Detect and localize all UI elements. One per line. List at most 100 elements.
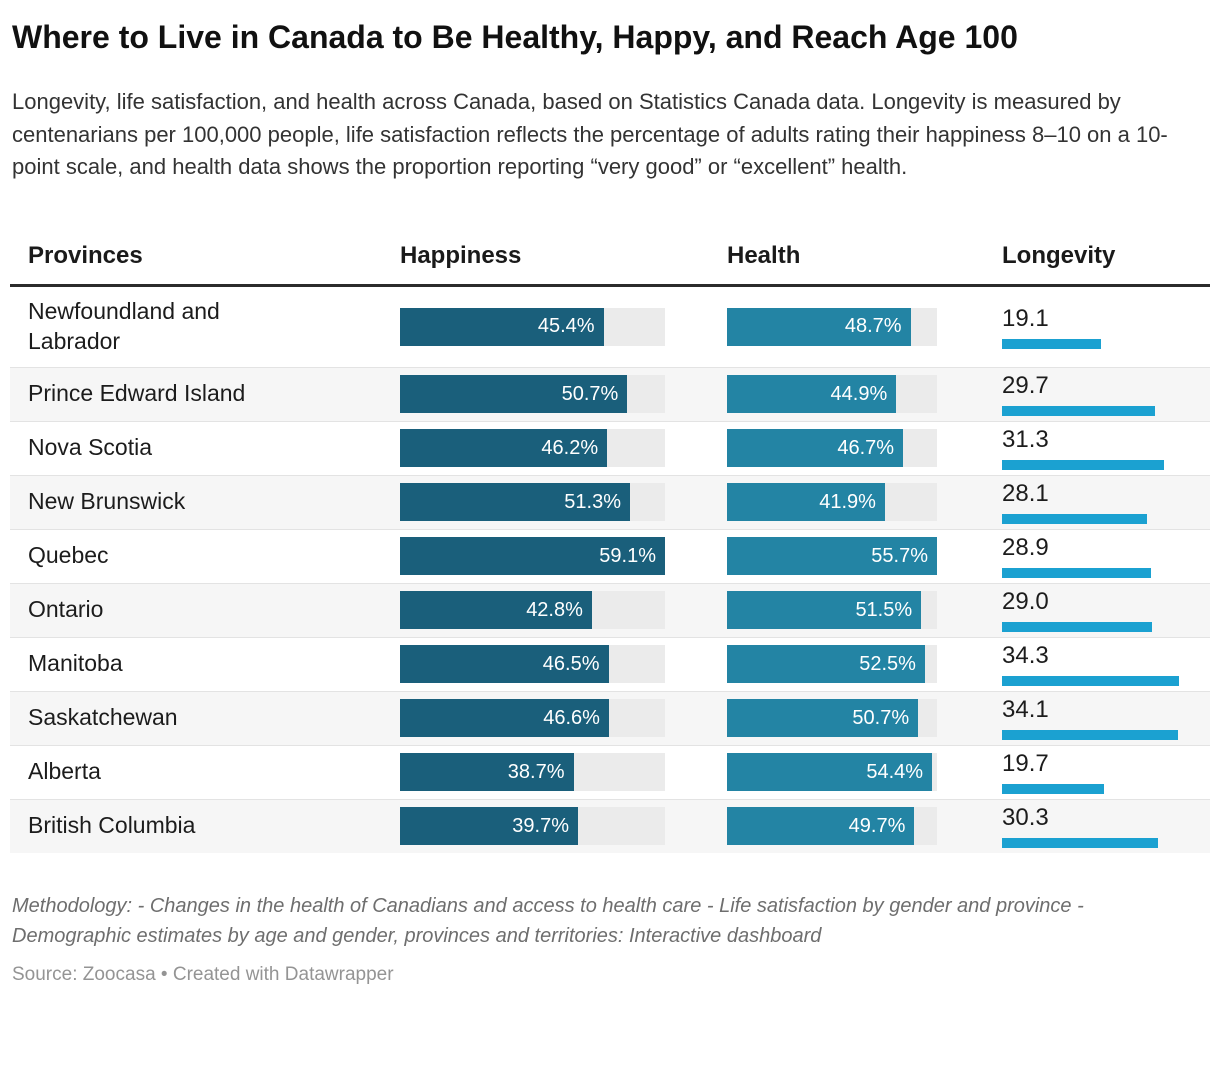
- province-label: Prince Edward Island: [28, 380, 246, 407]
- happiness-bar-track: 46.2%: [400, 429, 665, 468]
- health-cell: 51.5%: [690, 591, 960, 630]
- health-bar-track: 54.4%: [727, 753, 937, 792]
- longevity-bar: [1002, 730, 1178, 741]
- longevity-value-label: 34.1: [1002, 696, 1049, 724]
- health-bar: 51.5%: [727, 591, 922, 630]
- happiness-value-label: 46.6%: [543, 706, 600, 729]
- longevity-value-label: 19.1: [1002, 304, 1049, 332]
- happiness-bar-track: 50.7%: [400, 375, 665, 414]
- health-bar: 41.9%: [727, 483, 885, 522]
- happiness-bar-track: 46.5%: [400, 645, 665, 684]
- longevity-bar: [1002, 338, 1101, 349]
- health-bar: 55.7%: [727, 537, 937, 576]
- health-bar: 54.4%: [727, 753, 933, 792]
- table-row: Nova Scotia 46.2% 46.7% 31.3: [10, 420, 1210, 475]
- happiness-cell: 42.8%: [390, 591, 690, 630]
- happiness-bar-track: 59.1%: [400, 537, 665, 576]
- longevity-bar: [1002, 514, 1147, 525]
- column-header-happiness: Happiness: [400, 242, 522, 270]
- longevity-value-label: 28.9: [1002, 534, 1049, 562]
- happiness-cell: 59.1%: [390, 537, 690, 576]
- happiness-bar: 46.2%: [400, 429, 608, 468]
- province-label: New Brunswick: [28, 488, 186, 515]
- health-value-label: 48.7%: [844, 315, 902, 338]
- longevity-cell: 34.3: [1002, 642, 1210, 687]
- happiness-value-label: 42.8%: [526, 598, 583, 621]
- longevity-value-label: 34.3: [1002, 642, 1049, 670]
- longevity-bar: [1002, 568, 1152, 579]
- longevity-cell: 28.1: [1002, 480, 1210, 525]
- longevity-bar-track: [1002, 514, 1179, 525]
- health-cell: 55.7%: [690, 537, 960, 576]
- happiness-cell: 46.2%: [390, 429, 690, 468]
- longevity-bar-track: [1002, 406, 1179, 417]
- province-cell: Alberta: [10, 747, 390, 797]
- happiness-value-label: 46.5%: [542, 652, 600, 675]
- longevity-value-label: 29.7: [1002, 372, 1049, 400]
- province-cell: Quebec: [10, 531, 390, 581]
- table-row: Saskatchewan 46.6% 50.7% 34.1: [10, 690, 1210, 745]
- health-cell: 50.7%: [690, 699, 960, 738]
- province-label: Alberta: [28, 758, 101, 785]
- table-row: Manitoba 46.5% 52.5% 34.3: [10, 636, 1210, 691]
- health-value-label: 51.5%: [855, 598, 913, 621]
- column-header-provinces: Provinces: [28, 242, 143, 270]
- health-bar-track: 46.7%: [727, 429, 937, 468]
- happiness-value-label: 39.7%: [512, 814, 569, 837]
- health-bar: 49.7%: [727, 807, 915, 846]
- health-cell: 49.7%: [690, 807, 960, 846]
- health-bar-track: 55.7%: [727, 537, 937, 576]
- health-cell: 41.9%: [690, 483, 960, 522]
- health-value-label: 41.9%: [819, 490, 876, 513]
- health-value-label: 55.7%: [871, 544, 928, 567]
- province-cell: Saskatchewan: [10, 693, 390, 743]
- happiness-cell: 46.6%: [390, 699, 690, 738]
- health-bar: 46.7%: [727, 429, 904, 468]
- province-label: Saskatchewan: [28, 704, 178, 731]
- health-cell: 54.4%: [690, 753, 960, 792]
- longevity-bar: [1002, 622, 1152, 633]
- longevity-cell: 19.1: [1002, 305, 1210, 349]
- happiness-value-label: 51.3%: [564, 490, 622, 513]
- longevity-bar-track: [1002, 568, 1179, 579]
- health-value-label: 54.4%: [866, 760, 924, 783]
- longevity-cell: 29.0: [1002, 588, 1210, 633]
- longevity-bar-track: [1002, 676, 1179, 687]
- province-cell: New Brunswick: [10, 477, 390, 527]
- province-cell: Ontario: [10, 585, 390, 635]
- longevity-cell: 34.1: [1002, 696, 1210, 741]
- longevity-cell: 31.3: [1002, 426, 1210, 471]
- province-cell: Prince Edward Island: [10, 369, 390, 419]
- table-row: Ontario 42.8% 51.5% 29.0: [10, 582, 1210, 637]
- happiness-bar: 51.3%: [400, 483, 631, 522]
- health-bar: 48.7%: [727, 307, 911, 346]
- happiness-bar: 38.7%: [400, 753, 574, 792]
- health-value-label: 49.7%: [848, 814, 906, 837]
- health-value-label: 44.9%: [830, 382, 888, 405]
- health-cell: 46.7%: [690, 429, 960, 468]
- table-row: Newfoundland and Labrador 45.4% 48.7% 19…: [10, 287, 1210, 367]
- province-label: Manitoba: [28, 650, 123, 677]
- table-row: Prince Edward Island 50.7% 44.9% 29.7: [10, 366, 1210, 421]
- happiness-bar: 59.1%: [400, 537, 665, 576]
- longevity-value-label: 19.7: [1002, 750, 1049, 778]
- health-cell: 44.9%: [690, 375, 960, 414]
- health-value-label: 50.7%: [852, 706, 910, 729]
- province-cell: Newfoundland and Labrador: [10, 287, 390, 367]
- happiness-bar-track: 51.3%: [400, 483, 665, 522]
- happiness-value-label: 59.1%: [599, 544, 656, 567]
- longevity-value-label: 30.3: [1002, 804, 1049, 832]
- longevity-bar: [1002, 838, 1159, 849]
- health-bar-track: 44.9%: [727, 375, 937, 414]
- happiness-bar: 42.8%: [400, 591, 592, 630]
- longevity-cell: 29.7: [1002, 372, 1210, 417]
- province-cell: Nova Scotia: [10, 423, 390, 473]
- happiness-cell: 50.7%: [390, 375, 690, 414]
- province-cell: Manitoba: [10, 639, 390, 689]
- happiness-value-label: 38.7%: [507, 760, 565, 783]
- happiness-bar-track: 42.8%: [400, 591, 665, 630]
- longevity-value-label: 28.1: [1002, 480, 1049, 508]
- health-value-label: 46.7%: [837, 436, 895, 459]
- table-row: Quebec 59.1% 55.7% 28.9: [10, 528, 1210, 583]
- happiness-value-label: 45.4%: [537, 315, 595, 338]
